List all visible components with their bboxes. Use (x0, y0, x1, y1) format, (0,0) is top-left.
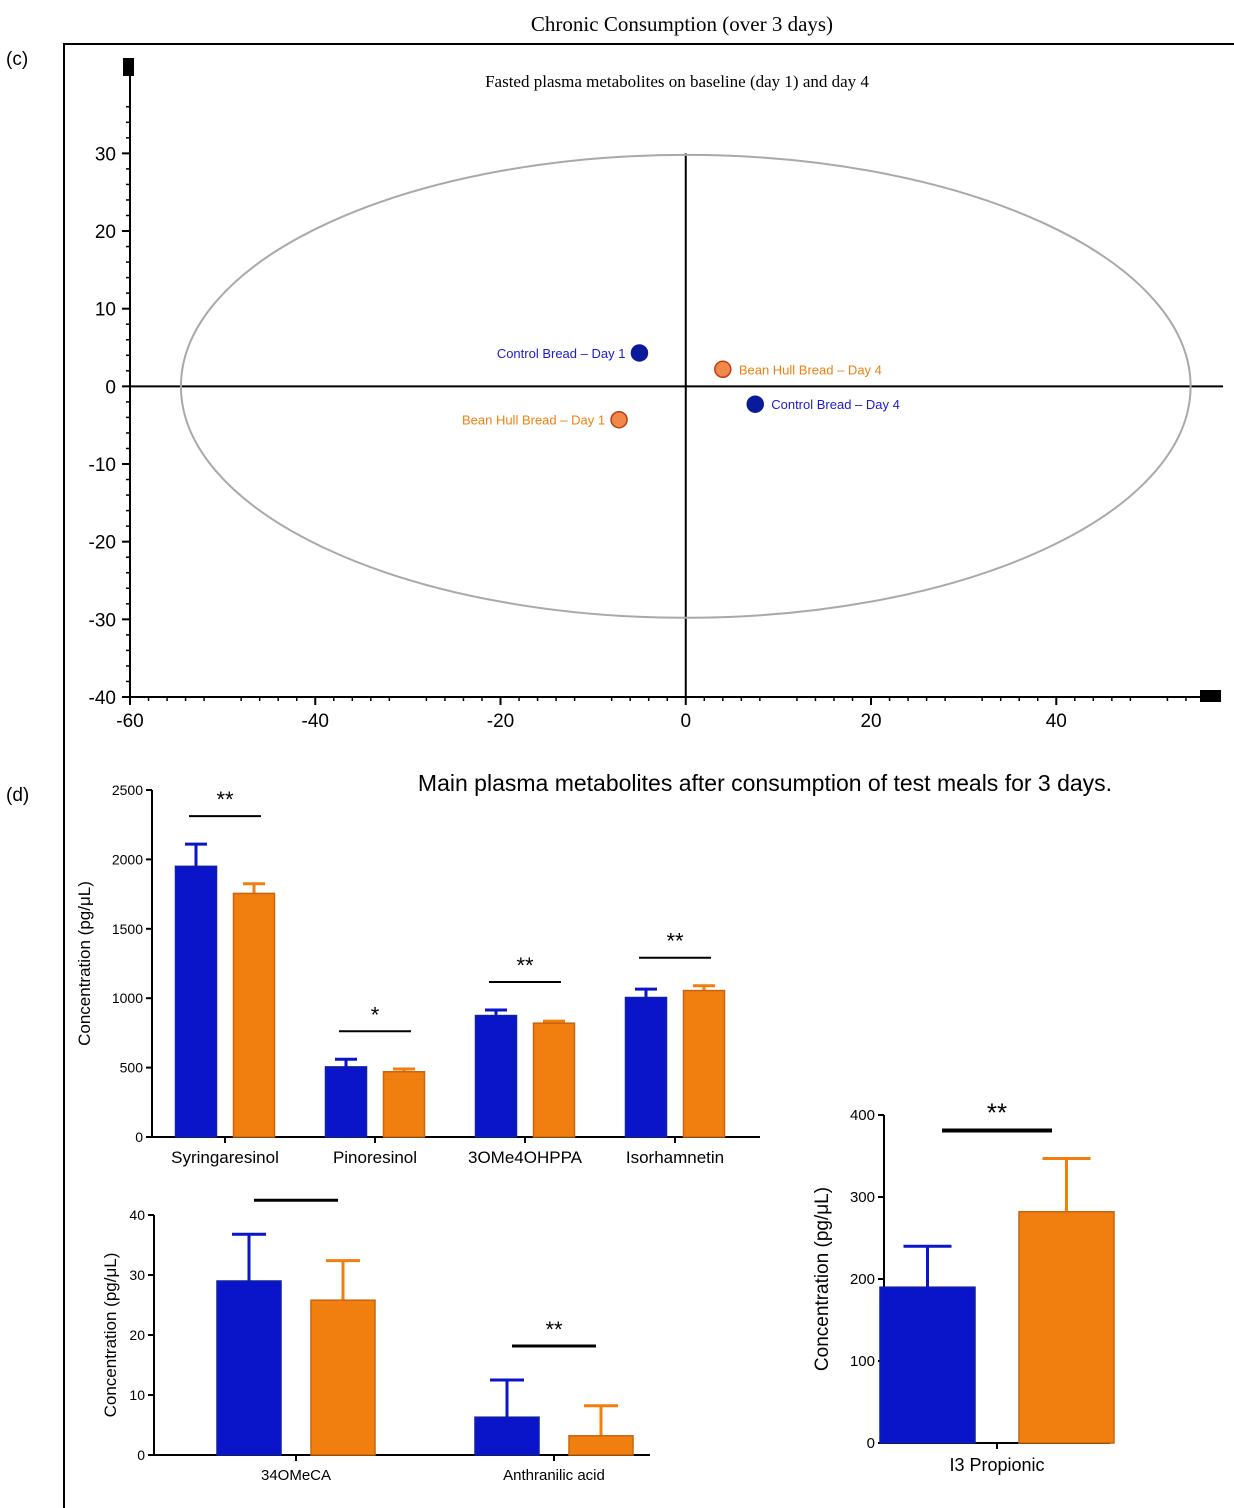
x-tick-label: 20 (860, 711, 881, 732)
y-axis-label: Concentration (pg/μL) (75, 881, 94, 1046)
score-point[interactable] (630, 344, 649, 362)
x-tick-label: -60 (116, 711, 143, 732)
y-tick-label: 10 (95, 300, 116, 321)
y-tick-label: 40 (129, 1207, 145, 1223)
bar[interactable] (682, 989, 726, 1138)
y-tick-label: 0 (135, 1129, 143, 1145)
panel-label-c: (c) (6, 49, 29, 70)
y-tick-label: 400 (850, 1107, 875, 1124)
bar[interactable] (1018, 1211, 1115, 1444)
y-tick-label: 20 (95, 222, 116, 243)
category-label: 34OMeCA (261, 1467, 331, 1484)
x-tick-label: -20 (487, 711, 514, 732)
main-metabolites-title: Main plasma metabolites after consumptio… (417, 770, 1113, 796)
y-tick-label: 1500 (112, 921, 143, 937)
x-tick-label: 40 (1046, 711, 1067, 732)
bar[interactable] (474, 1416, 540, 1456)
score-plot-chart: Fasted plasma metabolites on baseline (d… (89, 58, 1223, 732)
y-tick-label: 30 (129, 1267, 145, 1283)
y-axis-label: Concentration (pg/μL) (812, 1187, 833, 1371)
significance-stars: ** (545, 1317, 563, 1342)
score-point-label: Bean Hull Bread – Day 4 (739, 362, 882, 377)
bar[interactable] (174, 865, 218, 1138)
score-point-label: Control Bread – Day 4 (771, 397, 900, 412)
bar[interactable] (310, 1299, 376, 1456)
figure-frame-left (63, 43, 65, 1508)
y-tick-label: -30 (89, 610, 116, 631)
y-tick-label: 2000 (112, 851, 143, 867)
category-label: 3OMe4OHPPA (468, 1148, 583, 1167)
significance-stars: ** (216, 787, 234, 812)
category-label: Isorhamnetin (626, 1148, 724, 1167)
category-label: Anthranilic acid (503, 1467, 605, 1484)
confidence-ellipse (179, 153, 1192, 619)
y-tick-label: -40 (89, 688, 116, 709)
bar[interactable] (216, 1280, 282, 1456)
x-axis-scroll-handle[interactable] (1200, 690, 1221, 702)
panel-label-d: (d) (6, 785, 30, 806)
category-label: I3 Propionic (949, 1455, 1044, 1475)
y-tick-label: 0 (105, 377, 116, 398)
x-tick-label: 0 (680, 711, 691, 732)
score-point[interactable] (714, 360, 732, 379)
score-plot-title: Fasted plasma metabolites on baseline (d… (485, 72, 869, 91)
y-tick-label: 20 (129, 1327, 145, 1343)
score-point-label: Control Bread – Day 1 (497, 346, 626, 361)
figure-frame-top (63, 43, 1234, 45)
significance-stars: ** (987, 1097, 1007, 1127)
y-tick-label: 30 (95, 144, 116, 165)
y-tick-label: 100 (850, 1353, 875, 1370)
y-tick-label: 2500 (112, 782, 143, 798)
y-axis-scroll-handle[interactable] (123, 58, 134, 76)
y-tick-label: -10 (89, 455, 116, 476)
y-tick-label: 300 (850, 1189, 875, 1206)
figure-header-title: Chronic Consumption (over 3 days) (530, 12, 834, 36)
bar[interactable] (568, 1435, 634, 1456)
bar[interactable] (382, 1071, 426, 1138)
main-metabolites-chart: 0 500 1000 1500 2000 2500 Concentration (pg/μL… (75, 782, 760, 1167)
significance-stars: ** (666, 929, 684, 954)
category-label: Syringaresinol (171, 1148, 279, 1167)
significance-stars: ** (516, 953, 534, 978)
y-tick-label: 500 (120, 1060, 144, 1076)
minor-metabolites-chart: 0 10 20 30 40 Concentration (pg/μL) ** 34OMeCA *… (101, 1185, 650, 1484)
category-label: Pinoresinol (333, 1148, 417, 1167)
significance-stars: ** (287, 1185, 305, 1196)
bar[interactable] (232, 892, 276, 1138)
significance-stars: * (371, 1002, 380, 1027)
score-point[interactable] (610, 410, 628, 429)
y-tick-label: 1000 (112, 990, 143, 1006)
score-point-label: Bean Hull Bread – Day 1 (462, 413, 605, 428)
bar[interactable] (532, 1022, 576, 1138)
bar[interactable] (474, 1014, 518, 1138)
y-axis-label: Concentration (pg/μL) (101, 1253, 120, 1418)
bar[interactable] (324, 1066, 368, 1138)
score-point[interactable] (746, 395, 764, 413)
bar[interactable] (624, 996, 668, 1138)
y-tick-label: 200 (850, 1271, 875, 1288)
y-tick-label: 0 (137, 1447, 145, 1463)
y-tick-label: 0 (867, 1435, 875, 1452)
y-tick-label: 10 (129, 1387, 145, 1403)
bar[interactable] (879, 1286, 976, 1444)
x-tick-label: -40 (302, 711, 329, 732)
score-points: Control Bread – Day 1 Bean Hull Bread – D… (462, 344, 900, 429)
y-tick-label: -20 (89, 533, 116, 554)
i3-propionic-chart: 0 100 200 300 400 Concentration (pg/μL) ** I3 P… (812, 1097, 1115, 1475)
